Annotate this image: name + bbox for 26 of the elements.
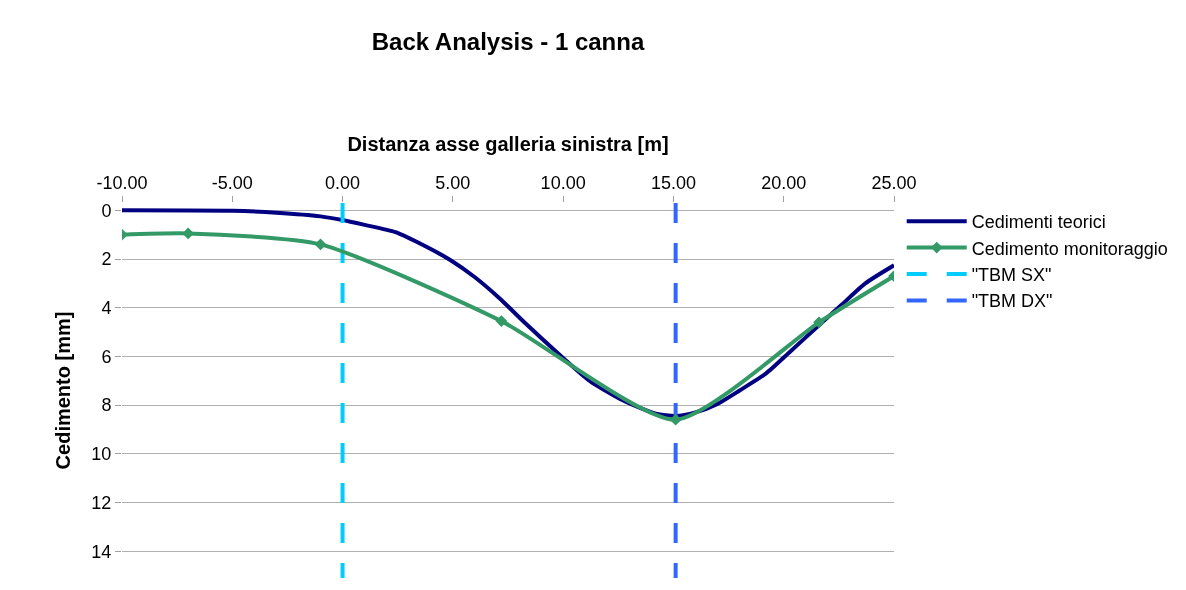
x-tick-label: -10.00 [96,172,148,193]
x-tick-label: 5.00 [435,172,471,193]
legend-label: Cedimento monitoraggio [971,238,1168,259]
x-tick-label: 25.00 [871,172,917,193]
y-tick-label: 10 [91,444,112,465]
x-tick-label: -5.00 [211,172,253,193]
y-tick-label: 2 [101,249,112,270]
y-axis-title: Cedimento [mm] [51,311,74,470]
x-axis-title: Distanza asse galleria sinistra [m] [347,133,669,156]
y-tick-label: 8 [101,395,112,416]
chart-title: Back Analysis - 1 canna [371,27,645,55]
x-tick-label: 10.00 [540,172,586,193]
point [314,238,327,251]
y-tick-label: 4 [101,298,112,319]
legend-label: "TBM SX" [971,265,1052,286]
y-tick-label: 6 [101,346,112,367]
x-tick-label: 0.00 [325,172,361,193]
point [495,315,508,327]
x-tick-label: 15.00 [650,172,696,193]
legend-label: "TBM DX" [971,291,1053,312]
x-tick-label: 20.00 [761,172,807,193]
y-tick-label: 12 [91,492,112,513]
y-tick-label: 14 [91,541,112,562]
legend-label: Cedimenti teorici [971,212,1106,233]
y-tick-label: 0 [101,200,112,221]
point [813,316,825,329]
